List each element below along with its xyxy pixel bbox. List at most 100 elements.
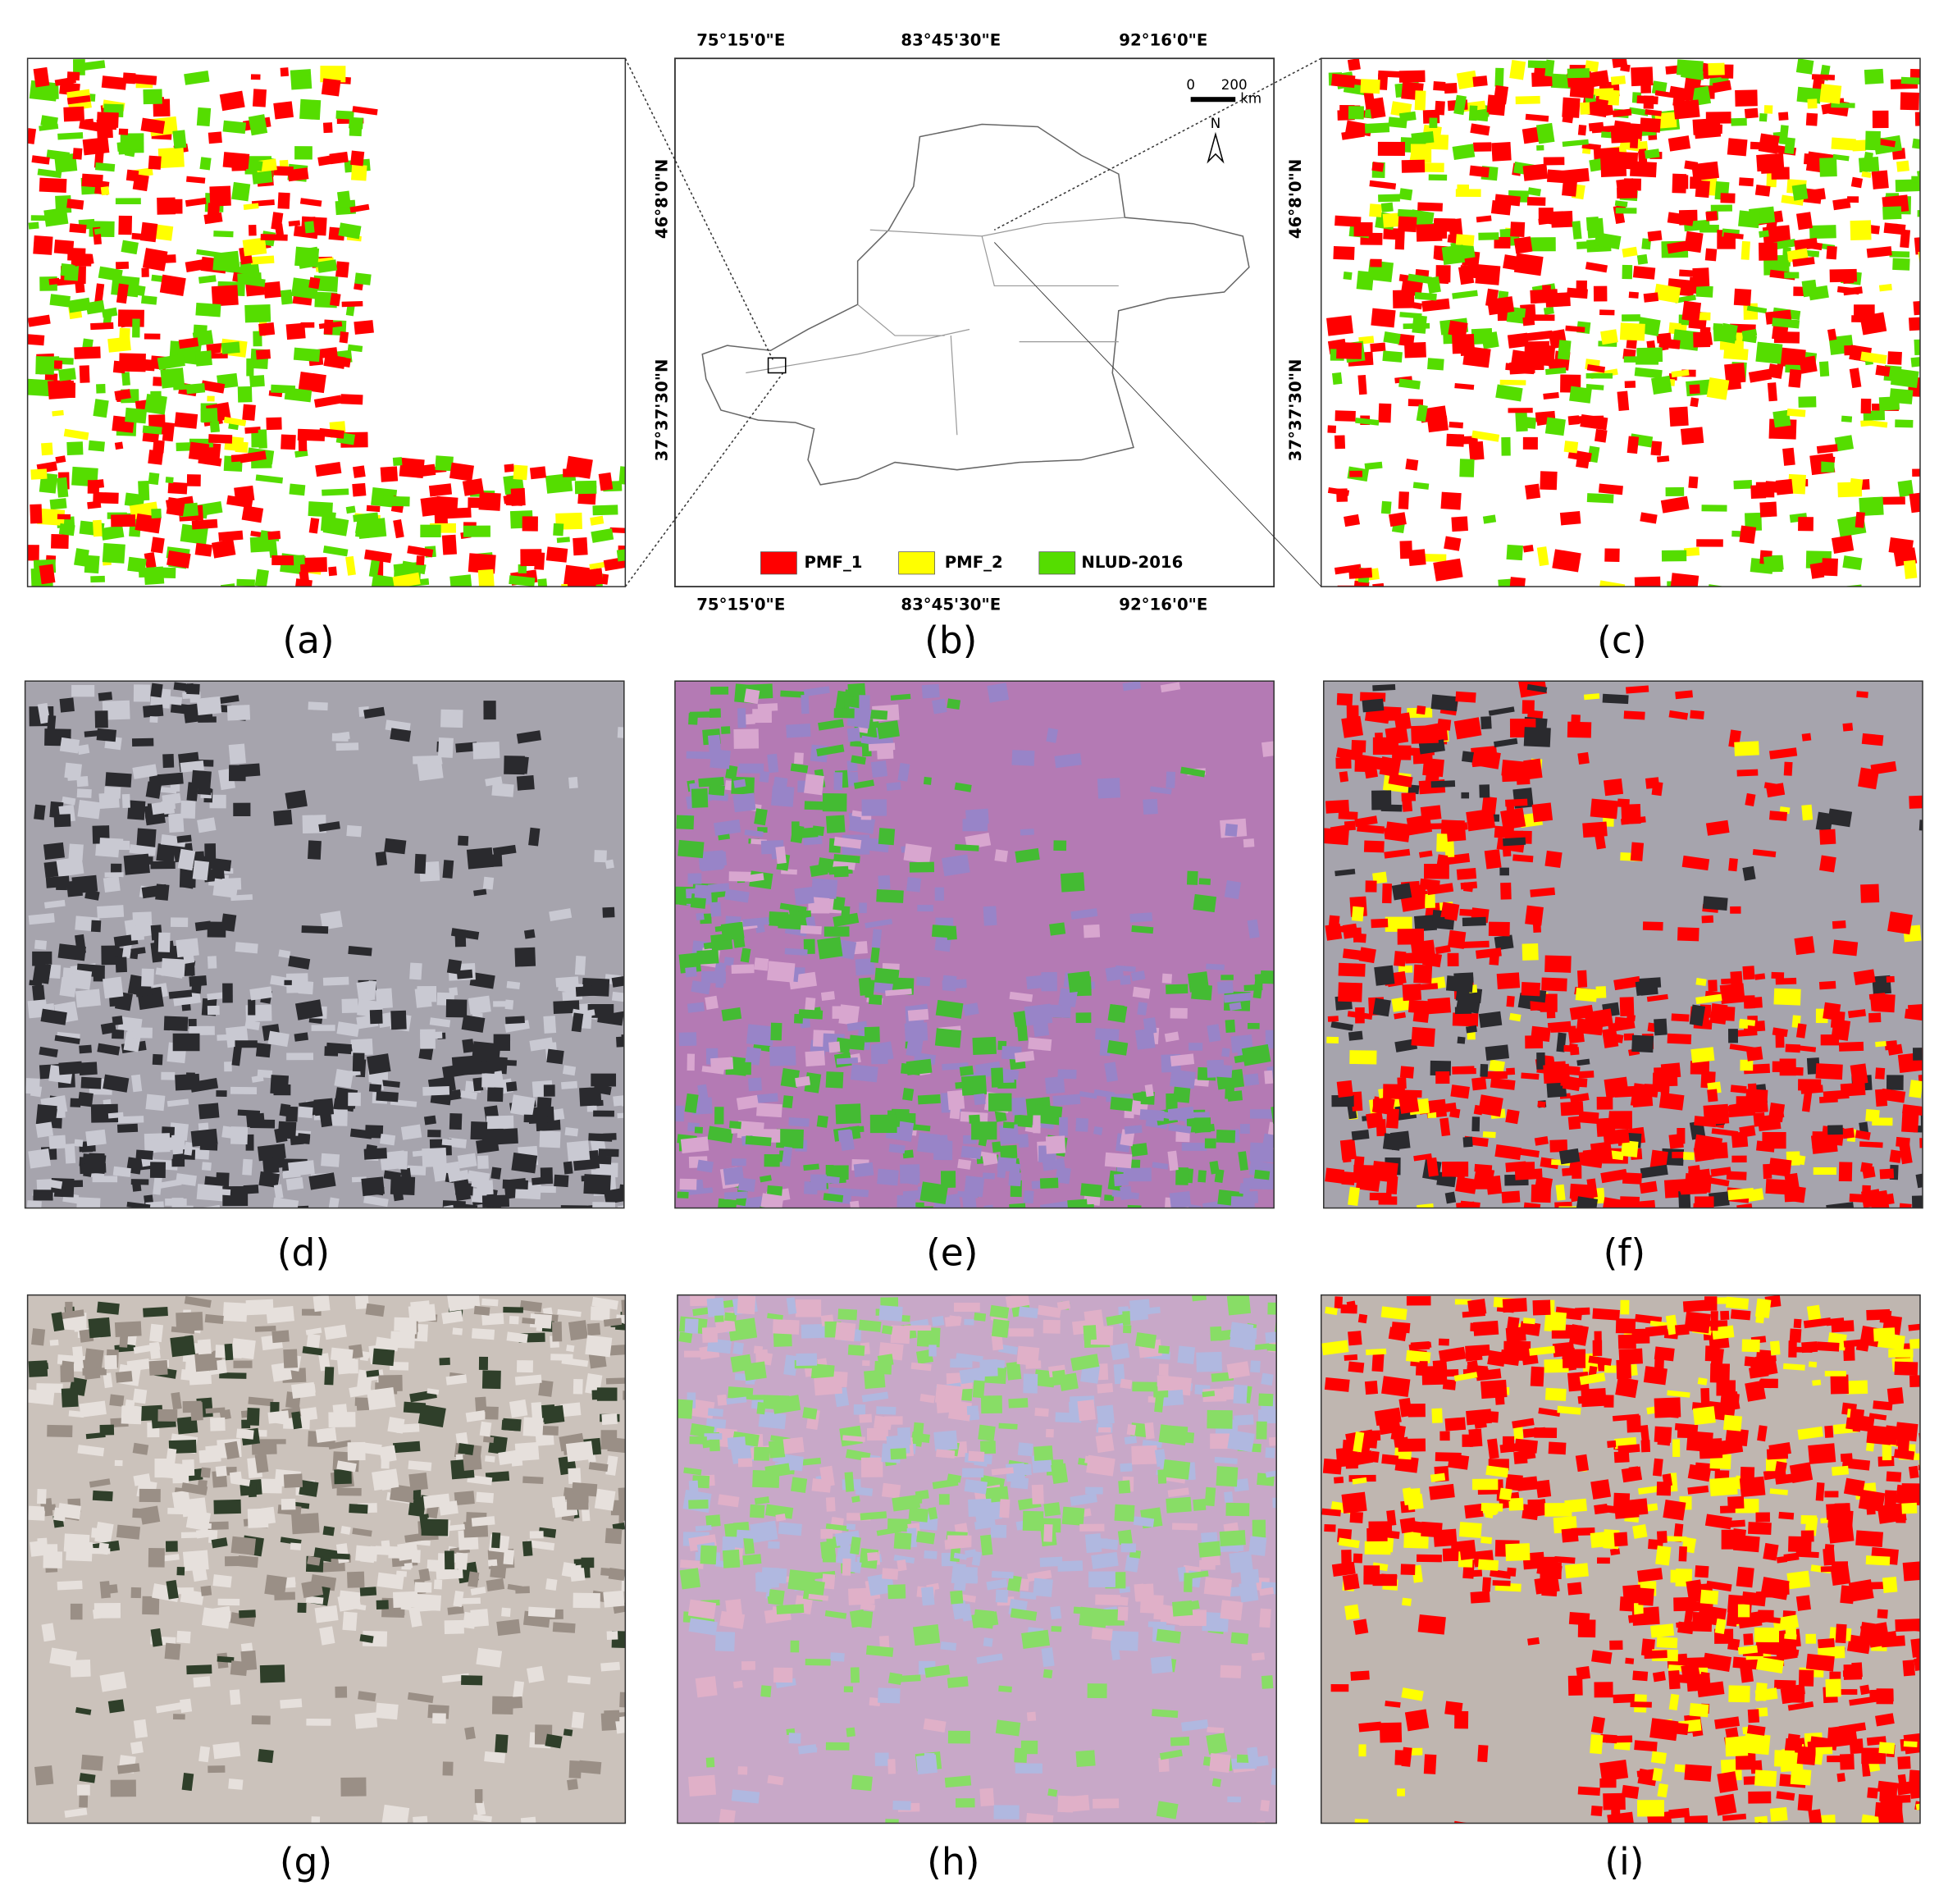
field-patch <box>103 876 121 893</box>
field-patch <box>363 706 386 719</box>
field-patch <box>889 1207 915 1208</box>
field-patch <box>1689 384 1700 395</box>
field-patch <box>581 1557 595 1568</box>
field-patch <box>1801 804 1814 821</box>
field-patch <box>825 1165 849 1180</box>
field-patch <box>417 986 437 1002</box>
field-patch <box>217 695 240 705</box>
field-patch <box>605 1455 618 1476</box>
field-patch <box>782 1095 794 1109</box>
field-patch <box>1187 971 1210 993</box>
field-patch <box>1451 516 1468 532</box>
field-patch <box>145 781 162 799</box>
field-patch <box>1509 361 1535 375</box>
field-patch <box>1045 1076 1065 1094</box>
field-patch <box>191 518 218 530</box>
field-patch <box>332 1404 349 1422</box>
field-patch <box>1442 1161 1469 1177</box>
field-patch <box>1789 1346 1813 1353</box>
field-patch <box>546 1048 564 1065</box>
field-patch <box>1175 1131 1190 1143</box>
field-patch <box>1600 1168 1628 1184</box>
field-patch <box>101 75 127 90</box>
field-patch <box>1826 1202 1855 1208</box>
field-patch <box>410 1300 431 1319</box>
field-patch <box>74 346 101 359</box>
field-patch <box>790 1640 800 1653</box>
field-patch <box>27 378 54 397</box>
field-patch <box>801 694 810 715</box>
field-patch <box>1512 854 1534 863</box>
field-patch <box>874 967 900 985</box>
field-patch <box>74 1139 84 1147</box>
field-patch <box>605 859 614 870</box>
field-patch <box>1382 212 1401 228</box>
field-patch <box>34 1765 54 1786</box>
field-patch <box>167 550 191 568</box>
field-patch <box>1043 1502 1061 1517</box>
field-patch <box>461 1675 483 1686</box>
field-patch <box>1875 138 1896 148</box>
field-patch <box>1348 1030 1363 1041</box>
field-patch <box>1211 1372 1234 1382</box>
panel-frame <box>1323 680 1923 1209</box>
field-patch <box>1767 382 1777 402</box>
field-patch <box>998 1685 1012 1693</box>
field-patch <box>706 1297 725 1317</box>
field-patch <box>1414 291 1437 301</box>
field-patch <box>233 1360 253 1368</box>
field-patch <box>545 1733 563 1749</box>
field-patch <box>79 1792 89 1808</box>
field-patch <box>94 283 105 304</box>
field-patch <box>822 1176 840 1185</box>
field-patch <box>210 1417 226 1431</box>
field-patch <box>319 1626 335 1646</box>
field-patch <box>460 1090 477 1100</box>
field-patch <box>964 1318 974 1326</box>
field-patch <box>27 314 51 327</box>
field-patch <box>1536 546 1549 567</box>
field-patch <box>212 1605 232 1624</box>
field-patch <box>1768 363 1784 379</box>
field-patch <box>1859 1141 1883 1148</box>
field-patch <box>796 1353 818 1367</box>
field-patch <box>1819 855 1836 873</box>
field-patch <box>1233 1384 1248 1404</box>
field-patch <box>1567 415 1580 426</box>
field-patch <box>709 902 722 917</box>
field-patch <box>1674 1722 1689 1736</box>
field-patch <box>1690 710 1704 720</box>
field-patch <box>49 498 67 510</box>
field-patch <box>139 1505 161 1525</box>
field-patch <box>1417 1203 1435 1208</box>
field-patch <box>1778 1511 1795 1520</box>
field-patch <box>1543 157 1565 166</box>
field-patch <box>271 555 294 566</box>
field-patch <box>70 1603 83 1620</box>
panel-frame <box>26 57 627 587</box>
field-patch <box>1407 549 1426 566</box>
field-patch <box>250 255 275 265</box>
field-patch <box>1506 544 1523 561</box>
field-patch <box>1268 1436 1277 1446</box>
field-patch <box>1879 1168 1895 1180</box>
field-patch <box>1338 962 1366 977</box>
field-patch <box>1578 1071 1595 1079</box>
field-patch <box>860 1602 876 1611</box>
field-patch <box>1230 1632 1249 1645</box>
field-patch <box>1680 427 1704 445</box>
field-patch <box>1635 979 1656 996</box>
field-patch <box>833 865 849 878</box>
field-patch <box>167 1098 189 1107</box>
field-patch <box>1590 798 1618 820</box>
field-patch <box>1640 512 1658 524</box>
field-patch <box>52 409 64 417</box>
field-patch <box>503 1307 523 1313</box>
field-patch <box>76 776 89 788</box>
field-patch <box>1500 807 1526 830</box>
field-patch <box>62 796 76 806</box>
field-patch <box>825 815 846 833</box>
field-patch <box>1654 1358 1664 1369</box>
field-patch <box>141 968 154 987</box>
